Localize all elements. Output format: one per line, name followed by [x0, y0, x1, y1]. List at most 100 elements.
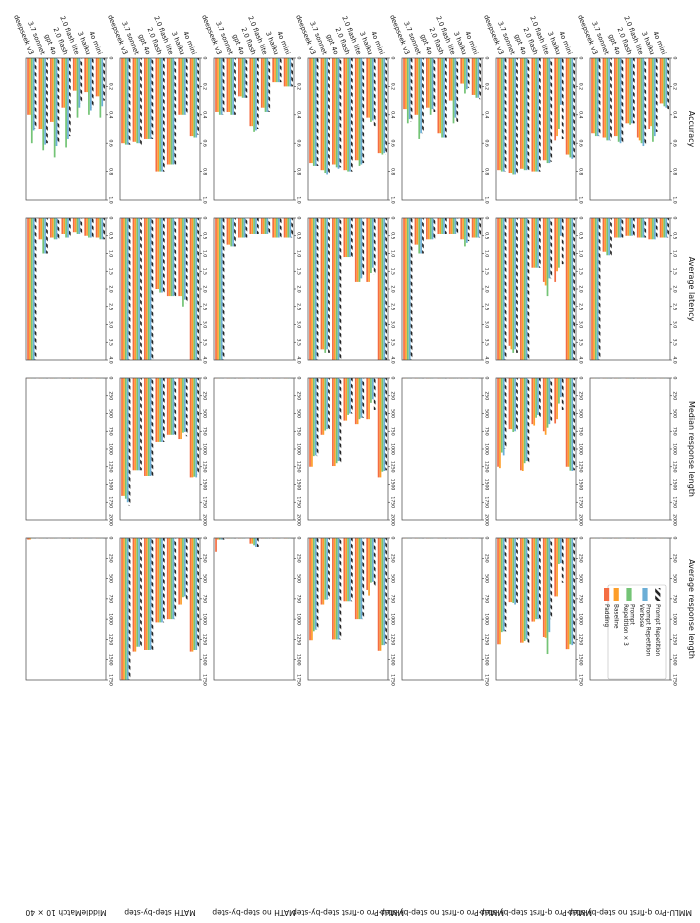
bar	[566, 538, 568, 649]
bar	[571, 58, 573, 159]
bar	[136, 538, 138, 647]
x-tick-label: 3.0	[672, 321, 678, 328]
x-tick-label: 1750	[390, 496, 396, 508]
bar	[101, 218, 103, 239]
bar	[505, 218, 507, 360]
bar	[603, 58, 605, 138]
bar	[560, 378, 562, 397]
x-tick-label: 1.5	[484, 268, 490, 275]
bar	[449, 218, 451, 234]
bar	[240, 58, 242, 96]
bar	[415, 58, 417, 115]
x-tick-label: 0.6	[296, 140, 302, 147]
bar	[340, 58, 342, 167]
x-tick-label: 250	[296, 554, 302, 563]
bar	[568, 538, 570, 649]
bar	[603, 218, 605, 252]
bar	[136, 58, 138, 143]
x-tick-label: 2000	[296, 514, 302, 526]
bar	[195, 538, 197, 650]
panel-frame	[26, 378, 106, 520]
bar	[127, 218, 129, 360]
x-tick-label: 500	[578, 574, 584, 583]
bar	[520, 538, 522, 643]
bar	[455, 58, 457, 118]
bar	[443, 58, 445, 138]
x-tick-label: 2.5	[296, 303, 302, 310]
x-tick-label: 500	[484, 574, 490, 583]
bar	[650, 218, 652, 239]
bar	[65, 218, 67, 238]
bar	[543, 58, 545, 160]
bar	[138, 378, 140, 470]
bar	[426, 218, 428, 239]
bar	[599, 58, 601, 136]
x-tick-label: 1750	[484, 496, 490, 508]
bar	[372, 218, 374, 268]
bar	[278, 218, 280, 238]
bar	[568, 58, 570, 155]
bar	[566, 218, 568, 360]
panel-frame	[402, 378, 482, 520]
bar	[644, 58, 646, 145]
bar	[101, 58, 103, 106]
bar	[501, 378, 503, 453]
x-tick-label: 1000	[672, 443, 678, 455]
bar	[50, 218, 52, 238]
row-title: MiddleMatch 10 × 40	[25, 908, 106, 917]
panel: 00.51.01.52.02.53.03.54.0	[402, 217, 490, 364]
bar	[528, 538, 530, 643]
bar	[652, 58, 654, 142]
x-tick-label: 1250	[672, 634, 678, 646]
bar	[167, 58, 169, 165]
x-tick-label: 2000	[672, 514, 678, 526]
bar	[570, 378, 572, 471]
bar	[194, 378, 196, 477]
bar	[428, 218, 430, 239]
x-tick-label: 1500	[202, 654, 208, 666]
bar	[61, 58, 63, 108]
bar	[77, 58, 79, 118]
bar	[268, 58, 270, 112]
x-tick-label: 0	[296, 537, 302, 540]
x-tick-label: 1000	[296, 443, 302, 455]
bar	[380, 538, 382, 651]
bar	[528, 378, 530, 463]
bar	[374, 218, 376, 275]
bar	[550, 378, 552, 421]
bar	[90, 218, 92, 238]
bar	[439, 58, 441, 133]
x-tick-label: 0	[296, 377, 302, 380]
bar	[336, 378, 338, 463]
bar	[178, 218, 180, 296]
row-title: MATH no step-by-step	[212, 908, 295, 917]
bar	[146, 538, 148, 650]
legend-label: Prompt Repetition	[644, 604, 650, 657]
bar	[629, 218, 631, 236]
bar	[215, 538, 217, 552]
bar	[322, 218, 324, 349]
bar	[501, 538, 503, 632]
bar	[182, 378, 184, 433]
bar	[604, 218, 606, 252]
bar	[317, 218, 319, 360]
bar	[505, 378, 507, 449]
bar	[512, 378, 514, 432]
bar	[326, 58, 328, 174]
bar	[321, 538, 323, 605]
bar	[69, 218, 71, 238]
bar	[73, 218, 75, 232]
bar	[261, 58, 263, 108]
x-tick-label: 750	[390, 427, 396, 436]
bar	[385, 218, 387, 360]
bar	[503, 378, 505, 455]
bar	[343, 378, 345, 421]
bar	[125, 218, 127, 360]
bar	[230, 58, 232, 115]
bar	[86, 218, 88, 236]
bar	[144, 378, 146, 476]
x-tick-label: 1500	[390, 479, 396, 491]
x-tick-label: 0.8	[390, 168, 396, 175]
